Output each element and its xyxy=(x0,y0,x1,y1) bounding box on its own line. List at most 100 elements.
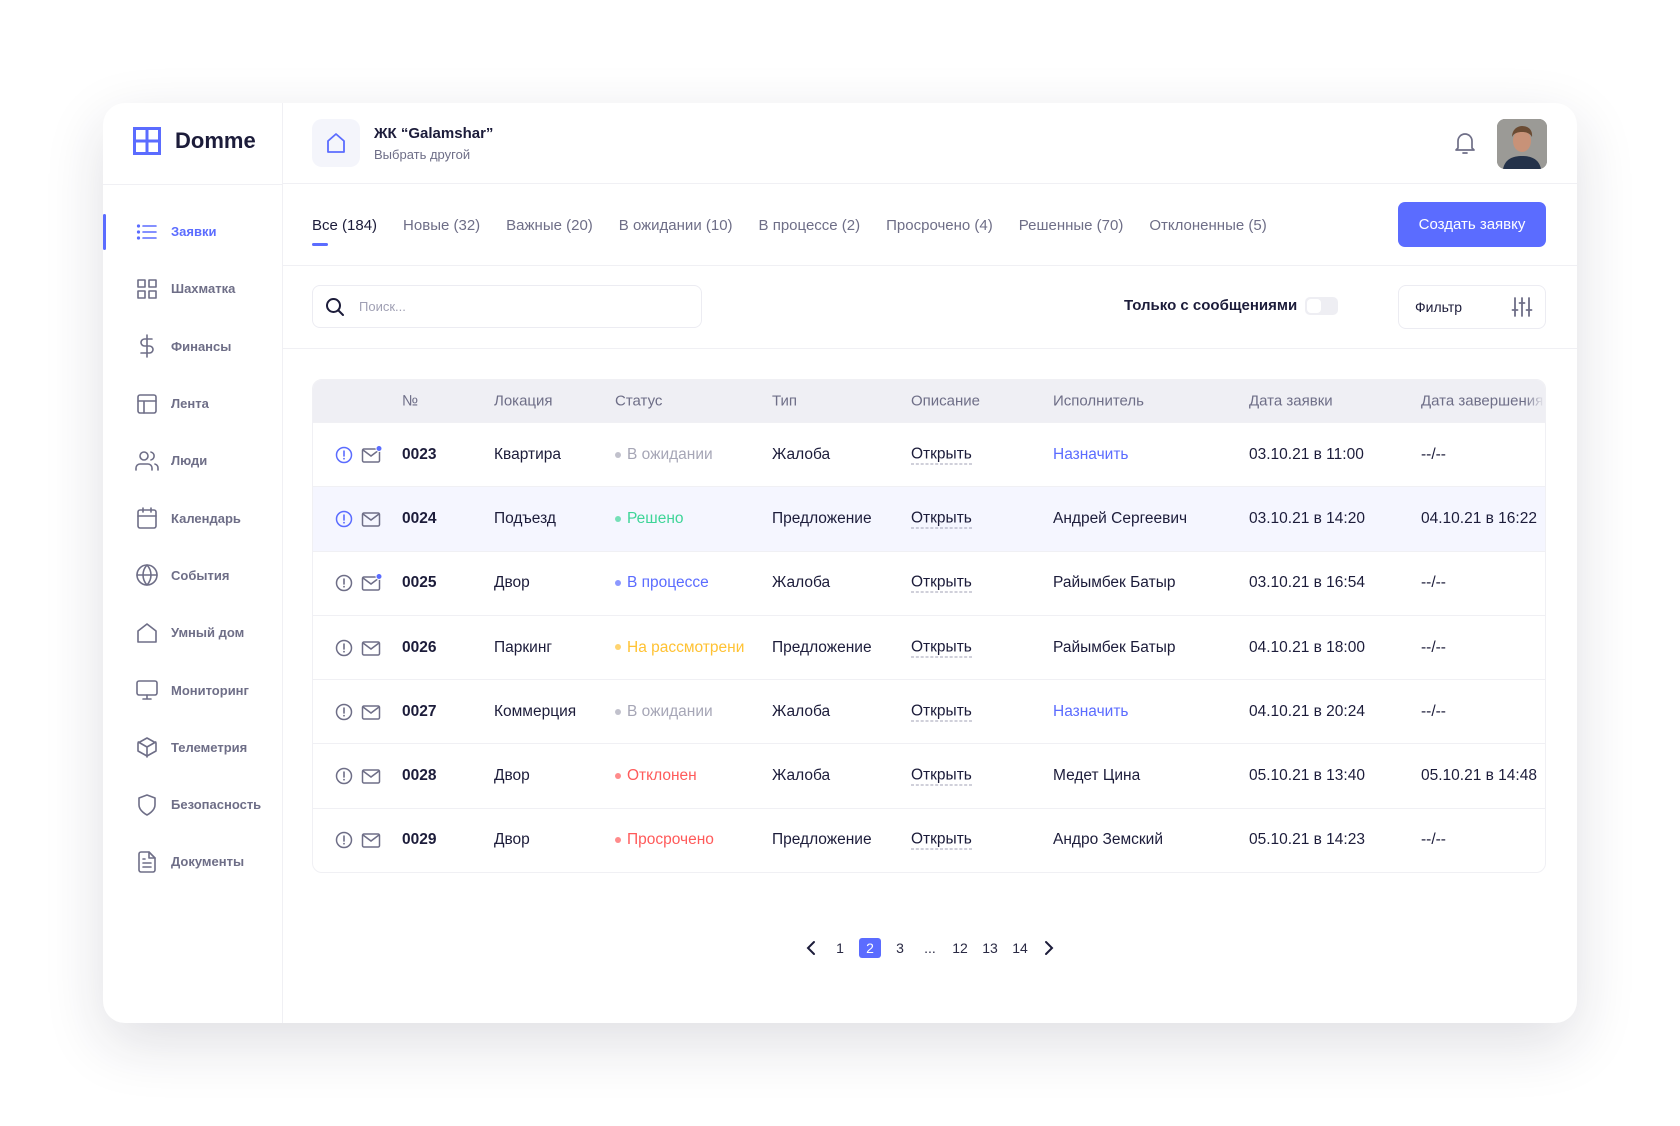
column-header[interactable]: Статус xyxy=(615,392,663,410)
request-number: 0027 xyxy=(402,702,437,720)
tab-6[interactable]: Решенные (70) xyxy=(1018,216,1124,234)
page-1[interactable]: 1 xyxy=(836,940,844,956)
important-icon[interactable] xyxy=(335,574,353,592)
avatar[interactable] xyxy=(1497,119,1547,169)
location: Коммерция xyxy=(494,702,577,720)
important-icon[interactable] xyxy=(335,639,353,657)
page-3[interactable]: 3 xyxy=(896,940,904,956)
status-badge: На рассмотрени xyxy=(615,639,744,657)
sidebar-item-document[interactable]: Документы xyxy=(103,833,283,890)
important-icon[interactable] xyxy=(335,510,353,528)
mail-unread-icon[interactable] xyxy=(361,573,383,593)
create-request-button[interactable]: Создать заявку xyxy=(1398,202,1546,247)
column-header[interactable]: Исполнитель xyxy=(1053,392,1144,410)
filter-button[interactable]: Фильтр xyxy=(1398,285,1546,329)
sidebar-item-calendar[interactable]: Календарь xyxy=(103,489,283,546)
tab-7[interactable]: Отклоненные (5) xyxy=(1149,216,1267,234)
sidebar-item-shield[interactable]: Безопасность xyxy=(103,776,283,833)
prev-page-icon[interactable] xyxy=(803,939,821,957)
page-13[interactable]: 13 xyxy=(982,940,998,956)
sidebar-item-grid[interactable]: Шахматка xyxy=(103,260,283,317)
sidebar-item-list[interactable]: Заявки xyxy=(103,203,283,260)
cube-icon xyxy=(137,737,157,759)
page-12[interactable]: 12 xyxy=(952,940,968,956)
completion-date: --/-- xyxy=(1421,574,1446,592)
open-description-link[interactable]: Открыть xyxy=(911,573,972,593)
choose-other-link[interactable]: Выбрать другой xyxy=(374,147,471,162)
tab-1[interactable]: Новые (32) xyxy=(403,216,481,234)
request-number: 0024 xyxy=(402,509,437,527)
table-row[interactable]: 0028 Двор Отклонен Жалоба Открыть Медет … xyxy=(313,743,1545,807)
open-description-link[interactable]: Открыть xyxy=(911,638,972,658)
request-number: 0025 xyxy=(402,574,437,592)
next-page-icon[interactable] xyxy=(1039,939,1057,957)
mail-icon[interactable] xyxy=(361,766,383,786)
open-description-link[interactable]: Открыть xyxy=(911,509,972,529)
column-header[interactable]: Дата завершения xyxy=(1421,392,1545,410)
sidebar-item-label: Лента xyxy=(171,396,209,412)
request-number: 0029 xyxy=(402,831,437,849)
tab-2[interactable]: Важные (20) xyxy=(506,216,593,234)
sidebar-item-monitor[interactable]: Мониторинг xyxy=(103,661,283,718)
request-date: 05.10.21 в 14:23 xyxy=(1249,831,1365,849)
open-description-link[interactable]: Открыть xyxy=(911,445,972,465)
tab-3[interactable]: В ожидании (10) xyxy=(618,216,733,234)
sidebar-item-home[interactable]: Умный дом xyxy=(103,604,283,661)
column-header[interactable]: Локация xyxy=(494,392,553,410)
table-row[interactable]: 0027 Коммерция В ожидании Жалоба Открыть… xyxy=(313,679,1545,743)
open-description-link[interactable]: Открыть xyxy=(911,766,972,786)
table-row[interactable]: 0026 Паркинг На рассмотрени Предложение … xyxy=(313,614,1545,679)
mail-icon[interactable] xyxy=(361,830,383,850)
column-header[interactable]: Описание xyxy=(911,392,981,410)
page-ellipsis: ... xyxy=(924,940,936,956)
sidebar-item-cube[interactable]: Телеметрия xyxy=(103,719,283,776)
request-type: Предложение xyxy=(772,638,872,656)
mail-icon[interactable] xyxy=(361,509,383,529)
tab-4[interactable]: В процессе (2) xyxy=(758,216,861,234)
table-row[interactable]: 0024 Подъезд Решено Предложение Открыть … xyxy=(313,486,1545,551)
search-input[interactable] xyxy=(359,299,659,314)
sidebar-item-label: Мониторинг xyxy=(171,682,249,698)
sidebar-item-users[interactable]: Люди xyxy=(103,432,283,489)
mail-unread-icon[interactable] xyxy=(361,444,383,465)
only-messages-toggle[interactable] xyxy=(1305,297,1338,315)
table-row[interactable]: 0025 Двор В процессе Жалоба Открыть Райы… xyxy=(313,550,1545,615)
request-date: 03.10.21 в 11:00 xyxy=(1249,445,1364,463)
bell-icon[interactable] xyxy=(1453,130,1477,156)
important-icon[interactable] xyxy=(335,446,353,464)
main: ЖК “Galamshar” Выбрать другой Все (184) Н… xyxy=(283,103,1577,1023)
calendar-icon xyxy=(137,507,157,529)
sidebar-item-dollar[interactable]: Финансы xyxy=(103,318,283,375)
status-badge: Решено xyxy=(615,510,684,528)
important-icon[interactable] xyxy=(335,767,353,785)
mail-icon[interactable] xyxy=(361,702,383,722)
assign-link[interactable]: Назначить xyxy=(1053,445,1129,463)
important-icon[interactable] xyxy=(335,831,353,849)
tab-5[interactable]: Просрочено (4) xyxy=(886,216,993,234)
open-description-link[interactable]: Открыть xyxy=(911,830,972,850)
location: Двор xyxy=(494,767,530,785)
page-14[interactable]: 14 xyxy=(1012,940,1028,956)
logo[interactable]: Domme xyxy=(133,127,256,155)
sidebar-item-layout[interactable]: Лента xyxy=(103,375,283,432)
tab-0[interactable]: Все (184) xyxy=(312,216,378,246)
sidebar-item-globe[interactable]: События xyxy=(103,547,283,604)
sidebar-item-label: Шахматка xyxy=(171,281,236,297)
important-icon[interactable] xyxy=(335,703,353,721)
assign-link[interactable]: Назначить xyxy=(1053,702,1129,720)
table-row[interactable]: 0029 Двор Просрочено Предложение Открыть… xyxy=(313,807,1545,872)
table-row[interactable]: 0023 Квартира В ожидании Жалоба Открыть … xyxy=(313,422,1545,486)
mail-icon[interactable] xyxy=(361,638,383,658)
sidebar-item-label: Документы xyxy=(171,854,245,870)
page-2[interactable]: 2 xyxy=(859,938,881,958)
home-icon xyxy=(137,622,157,643)
sidebar-item-label: Безопасность xyxy=(171,797,262,813)
location: Двор xyxy=(494,831,530,849)
executor: Медет Цина xyxy=(1053,767,1141,785)
column-header[interactable]: Дата заявки xyxy=(1249,392,1333,410)
open-description-link[interactable]: Открыть xyxy=(911,702,972,722)
column-header[interactable]: Тип xyxy=(772,392,798,410)
executor: Райымбек Батыр xyxy=(1053,638,1176,656)
logo-icon xyxy=(133,127,161,155)
executor: Андро Земский xyxy=(1053,831,1163,849)
